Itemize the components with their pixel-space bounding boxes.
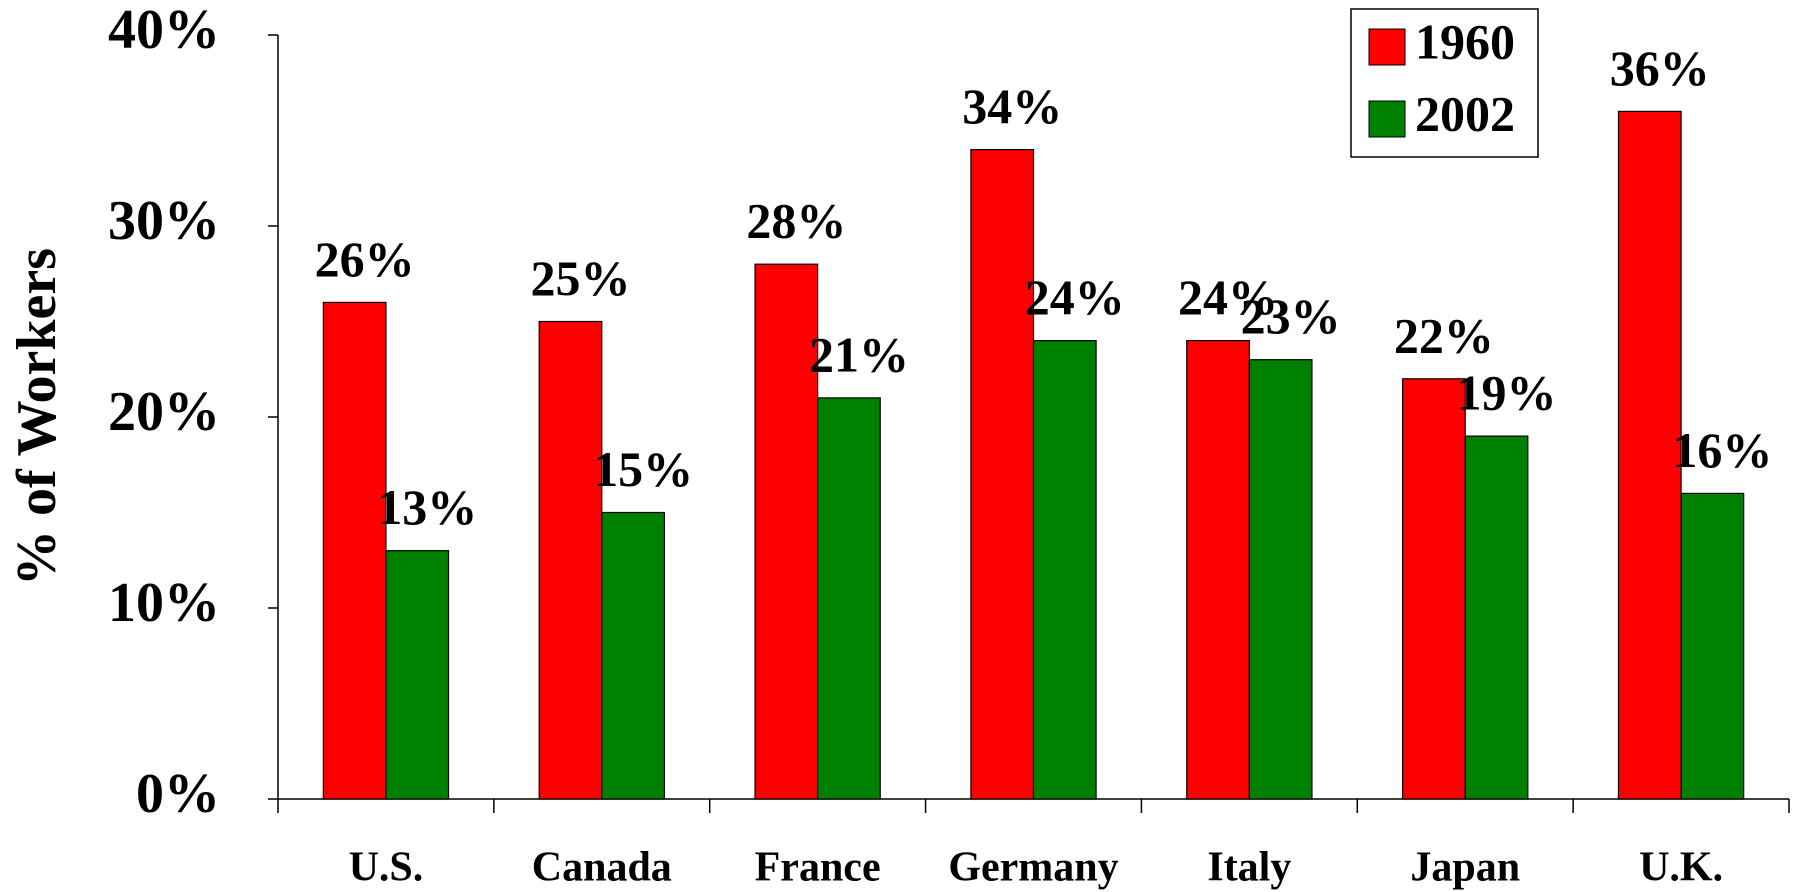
value-label: 16% bbox=[1672, 422, 1772, 478]
value-label: 36% bbox=[1610, 40, 1710, 96]
bar bbox=[1248, 359, 1313, 800]
value-label: 22% bbox=[1394, 307, 1494, 363]
value-label: 25% bbox=[530, 250, 630, 306]
y-tick-label: 40% bbox=[108, 0, 220, 61]
x-tick-label: U.S. bbox=[349, 845, 424, 891]
value-label: 15% bbox=[593, 441, 693, 497]
value-label: 23% bbox=[1241, 288, 1341, 344]
bar bbox=[1032, 340, 1097, 800]
bar bbox=[754, 263, 819, 800]
y-tick-label: 20% bbox=[108, 381, 220, 443]
y-tick-label: 0% bbox=[136, 763, 220, 825]
y-tick-label: 10% bbox=[108, 572, 220, 634]
x-tick-label: U.K. bbox=[1639, 845, 1723, 891]
value-label: 13% bbox=[377, 479, 477, 535]
bar bbox=[601, 511, 665, 800]
bar bbox=[322, 301, 387, 800]
value-label: 26% bbox=[315, 231, 415, 287]
bar bbox=[385, 550, 450, 800]
y-axis-label: % of Workers bbox=[6, 248, 68, 586]
value-label: 24% bbox=[1025, 269, 1125, 325]
bar bbox=[817, 397, 881, 800]
legend-label: 1960 bbox=[1415, 13, 1515, 69]
x-tick-label: Canada bbox=[532, 845, 672, 891]
bar bbox=[1680, 492, 1745, 800]
bar bbox=[970, 149, 1035, 800]
legend-label: 2002 bbox=[1415, 85, 1515, 141]
bar bbox=[1186, 340, 1250, 800]
value-label: 28% bbox=[746, 193, 846, 249]
value-label: 19% bbox=[1457, 365, 1557, 421]
bar bbox=[1402, 378, 1466, 800]
legend-swatch bbox=[1368, 100, 1406, 138]
bar bbox=[1617, 110, 1682, 800]
value-label: 24% bbox=[1178, 269, 1278, 325]
x-tick-label: France bbox=[755, 845, 881, 891]
bar bbox=[538, 320, 603, 800]
value-label: 34% bbox=[962, 78, 1062, 134]
bar bbox=[1464, 435, 1529, 800]
x-tick-label: Germany bbox=[948, 845, 1118, 891]
legend-swatch bbox=[1368, 28, 1406, 66]
x-tick-label: Italy bbox=[1207, 845, 1291, 891]
y-tick-label: 30% bbox=[108, 190, 220, 252]
x-tick-label: Japan bbox=[1410, 845, 1520, 891]
value-label: 21% bbox=[809, 326, 909, 382]
